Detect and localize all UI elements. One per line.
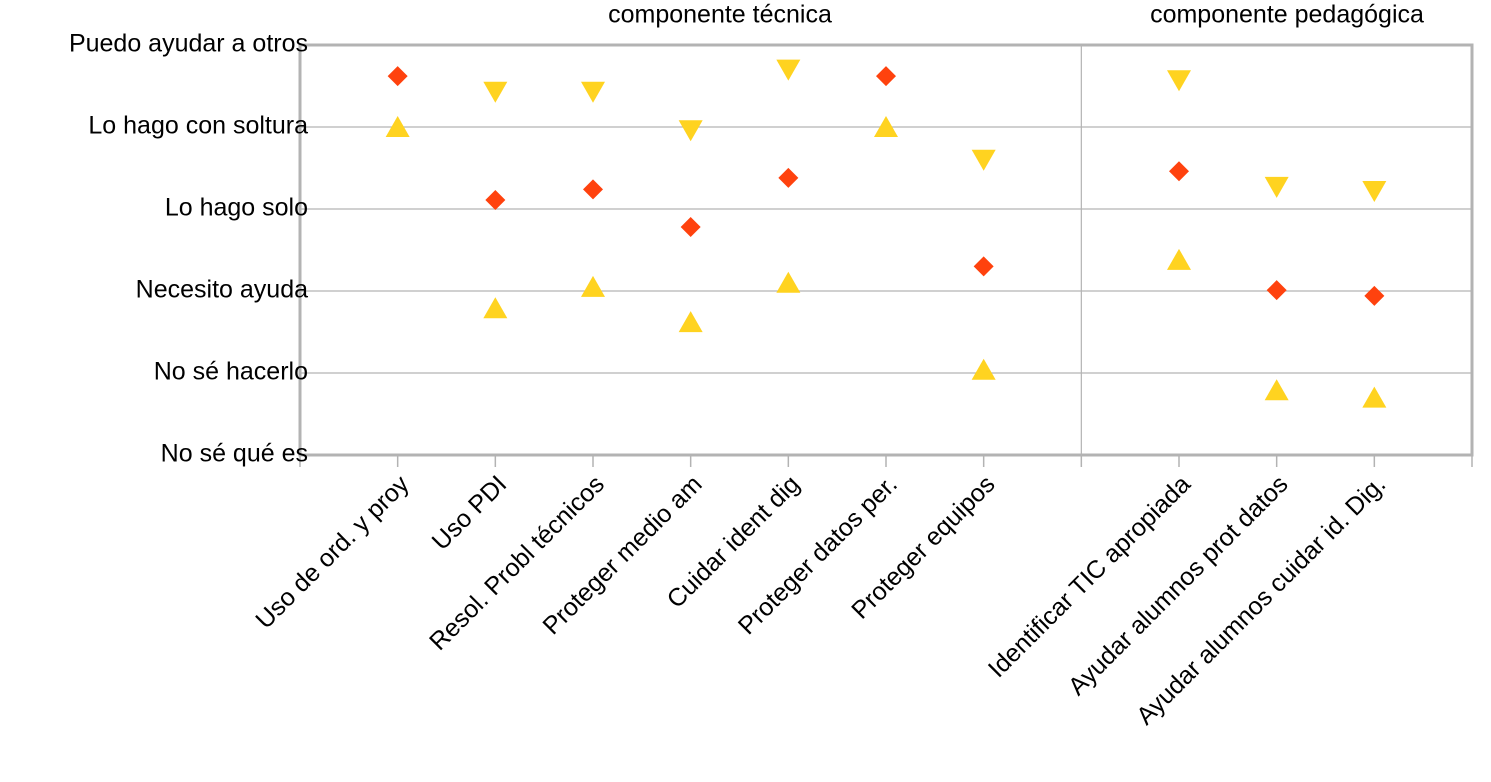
- marker: [581, 81, 605, 103]
- marker: [973, 256, 994, 277]
- y-tick-label: Lo hago con soltura: [88, 112, 308, 140]
- marker: [485, 189, 506, 210]
- marker: [483, 81, 508, 103]
- marker: [1266, 280, 1287, 301]
- x-tick-label: Uso PDI: [427, 470, 513, 556]
- x-tick-label: Proteger datos per.: [733, 470, 903, 640]
- x-tick-label: Identificar TIC apropiada: [983, 470, 1196, 683]
- y-tick-label: No sé hacerlo: [154, 358, 308, 386]
- y-tick-label: Necesito ayuda: [136, 276, 308, 304]
- marker: [778, 167, 799, 188]
- marker: [1169, 161, 1189, 182]
- marker: [776, 59, 801, 81]
- y-tick-label: Puedo ayudar a otros: [69, 30, 308, 58]
- marker: [1167, 70, 1191, 92]
- marker: [1167, 248, 1191, 270]
- marker: [581, 275, 605, 297]
- group-label: componente técnica: [608, 1, 832, 29]
- marker: [776, 271, 801, 293]
- marker: [385, 116, 410, 137]
- marker: [678, 311, 703, 333]
- marker: [1362, 180, 1387, 202]
- marker: [876, 66, 896, 87]
- x-tick-label: Proteger medio am: [537, 470, 707, 640]
- marker: [874, 116, 898, 137]
- y-tick-label: No sé qué es: [161, 440, 308, 468]
- group-label: componente pedagógica: [1150, 1, 1424, 29]
- marker: [971, 149, 996, 171]
- marker: [971, 358, 996, 380]
- marker: [680, 217, 701, 238]
- marker: [583, 179, 603, 200]
- marker: [1264, 379, 1289, 401]
- marker: [387, 66, 408, 87]
- marker: [1362, 386, 1387, 408]
- x-tick-label: Uso de ord. y proy: [250, 470, 415, 635]
- y-tick-label: Lo hago solo: [165, 194, 308, 222]
- plot-frame: [298, 43, 1474, 457]
- marker: [1264, 176, 1289, 198]
- x-tick-label: Resol. Probl técnicos: [424, 470, 610, 656]
- marker: [483, 297, 508, 319]
- marker: [678, 120, 703, 142]
- marker: [1364, 285, 1385, 306]
